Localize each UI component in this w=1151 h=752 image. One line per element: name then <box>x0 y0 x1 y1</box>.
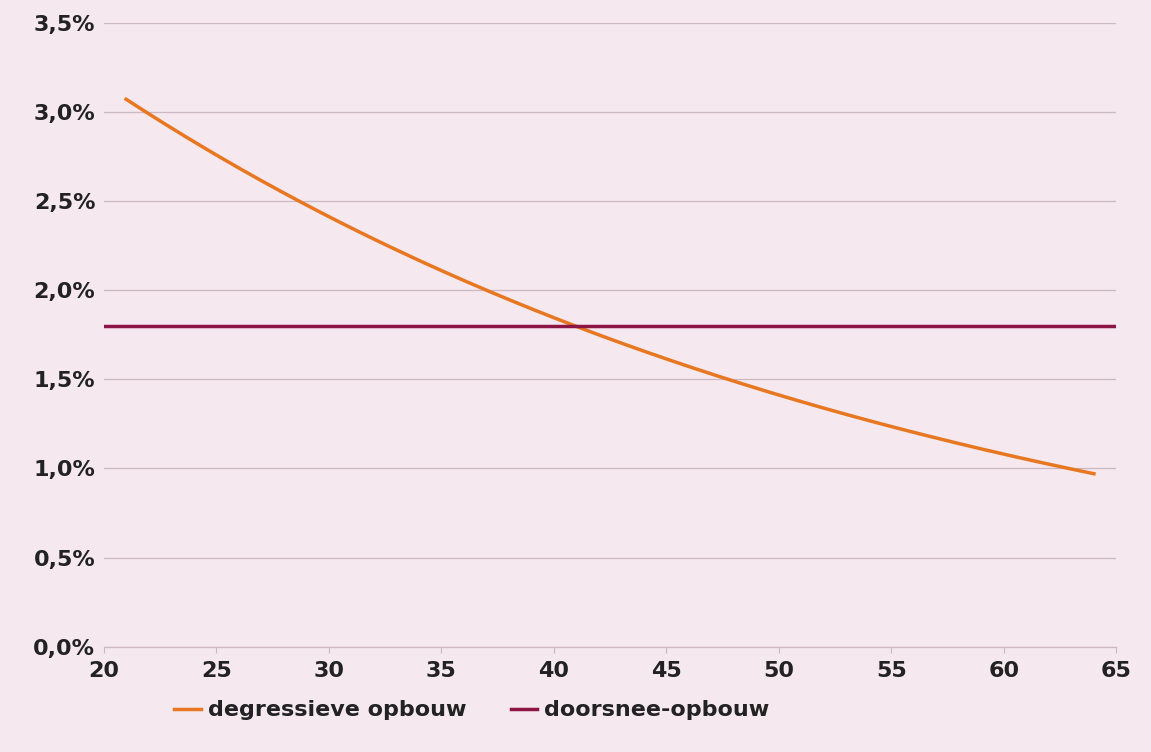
Legend: degressieve opbouw, doorsnee-opbouw: degressieve opbouw, doorsnee-opbouw <box>166 691 778 729</box>
